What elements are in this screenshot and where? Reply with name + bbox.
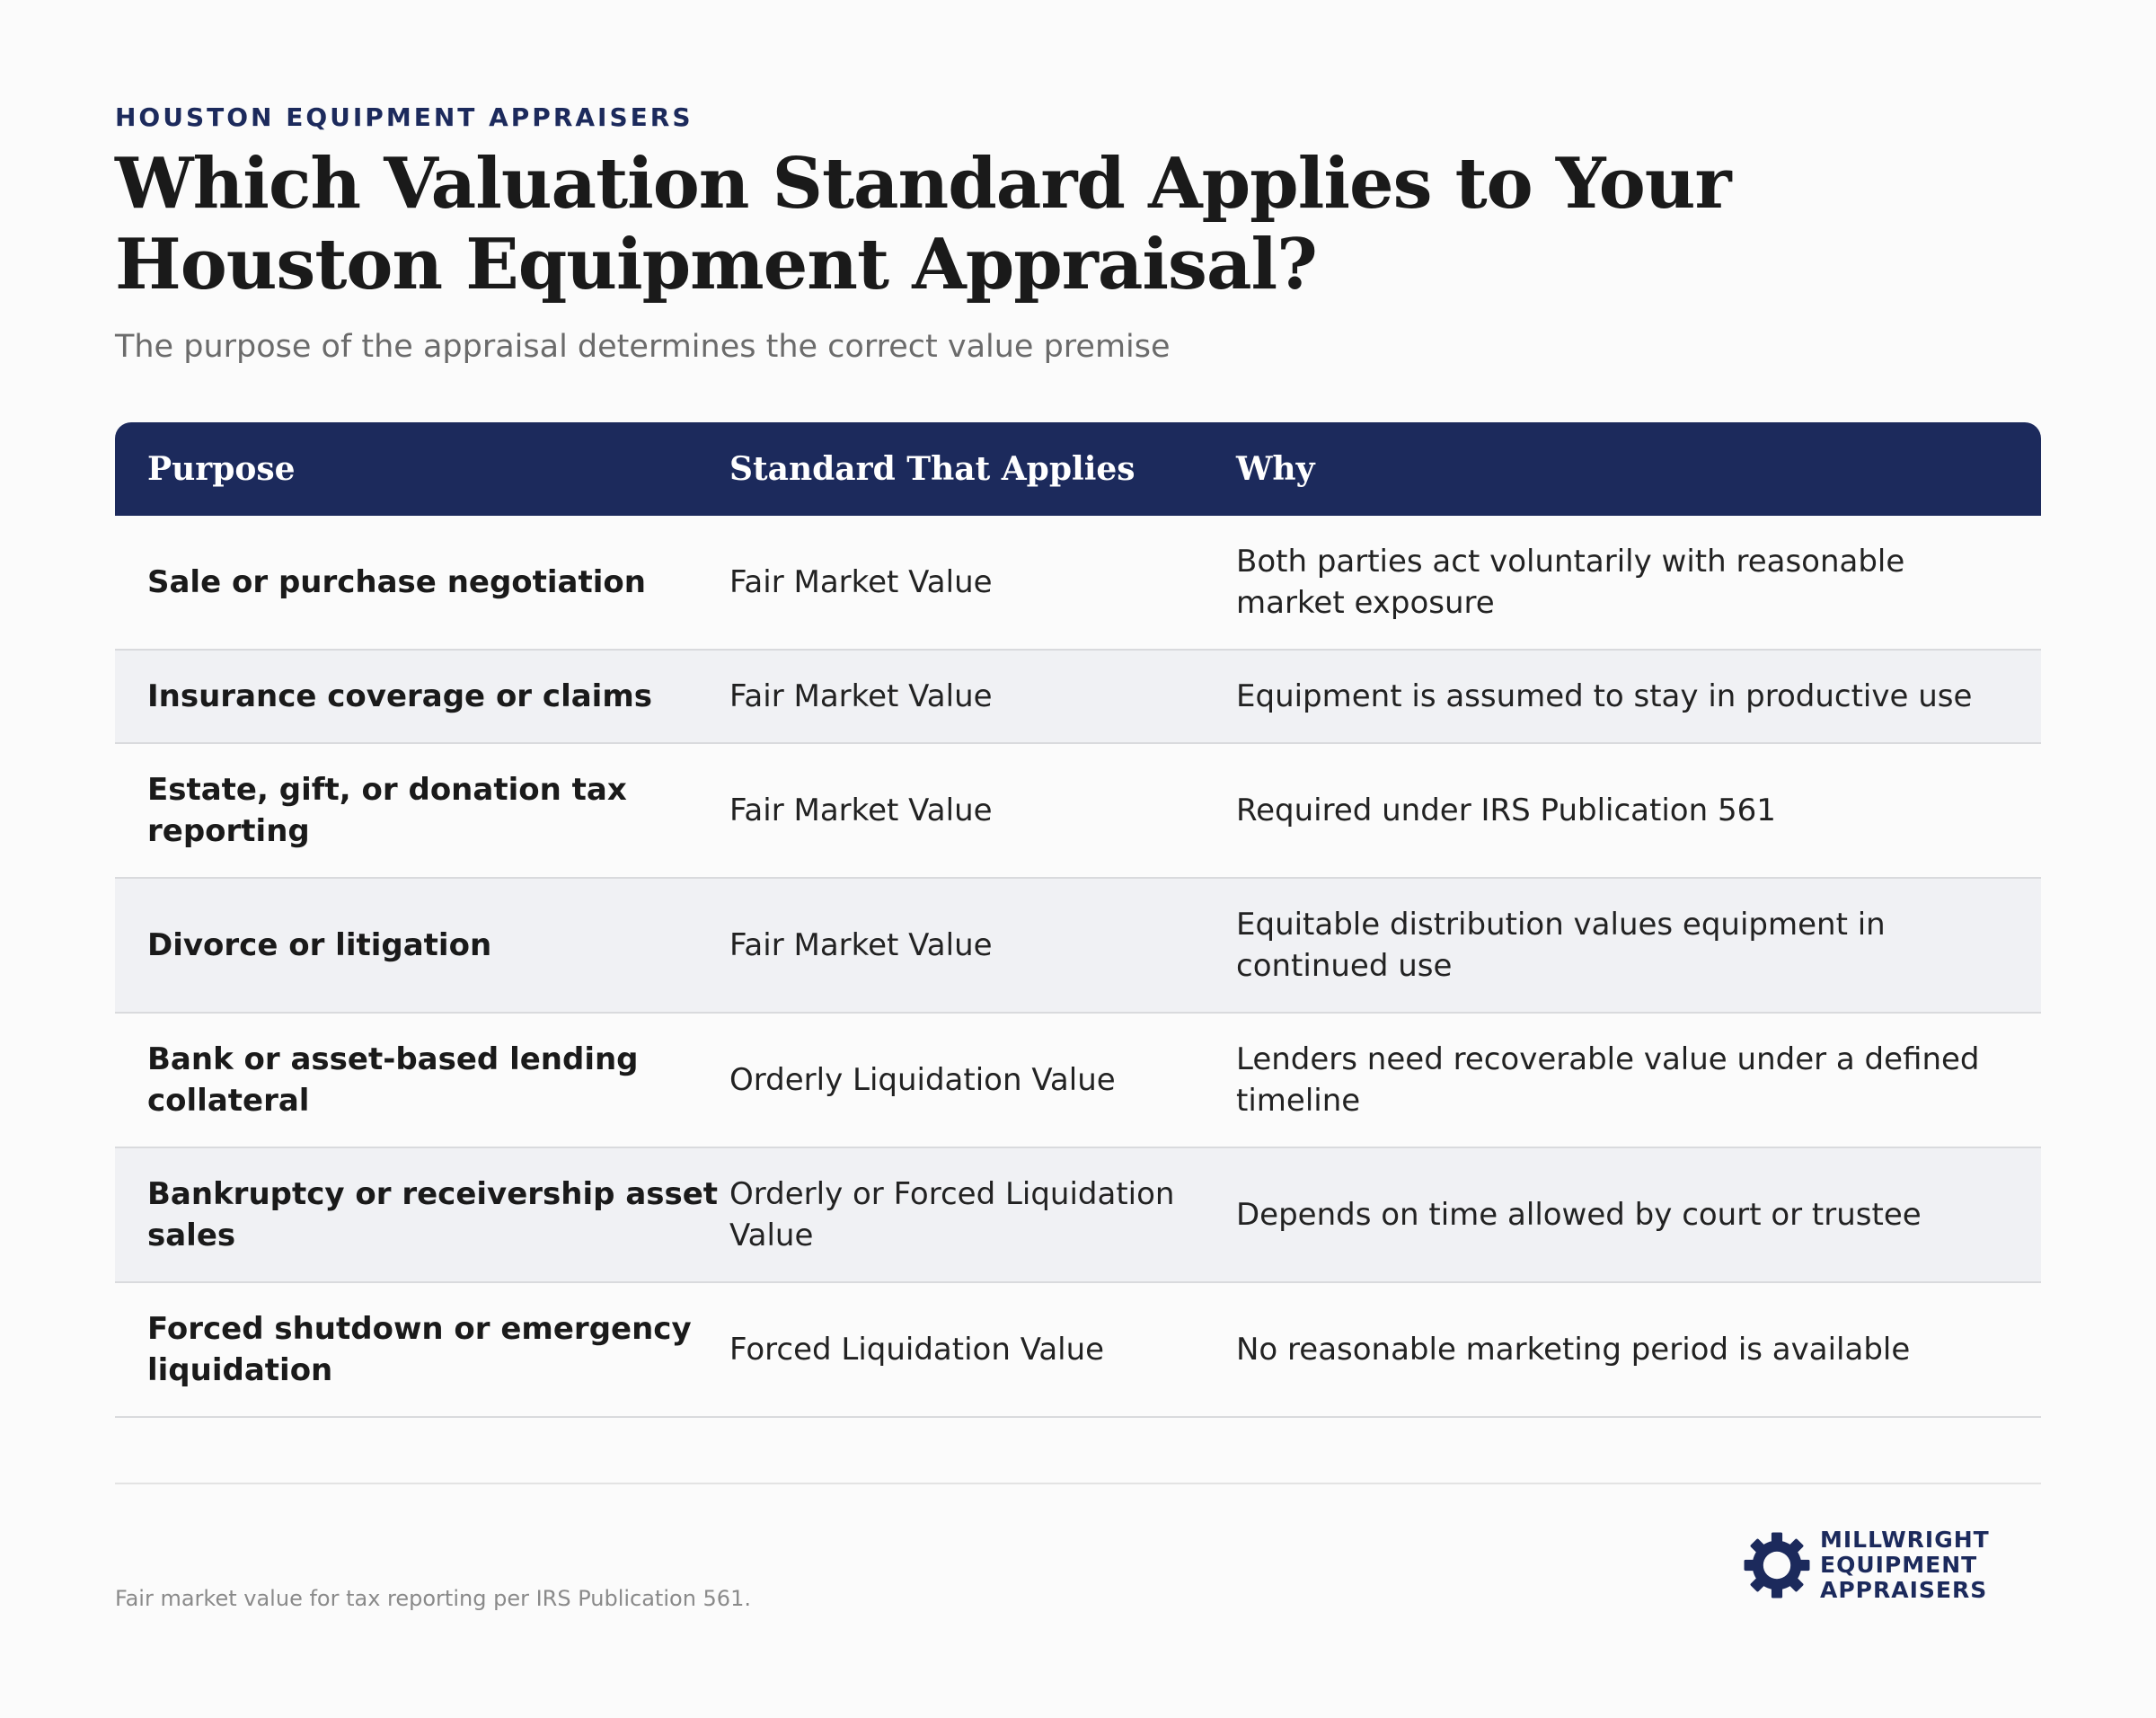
table-row: Bankruptcy or receivership asset sales O… [115,1148,2041,1283]
cell-why: Equipment is assumed to stay in producti… [1236,678,1973,714]
logo-wordmark: MILLWRIGHT EQUIPMENT APPRAISERS [1820,1528,1990,1603]
page-subtitle: The purpose of the appraisal determines … [115,329,1171,365]
table-row: Insurance coverage or claims Fair Market… [115,651,2041,744]
logo-line: EQUIPMENT [1820,1552,1978,1578]
table-row: Estate, gift, or donation tax reporting … [115,744,2041,879]
cell-purpose: Forced shutdown or emergency liquidation [147,1311,692,1388]
cell-why: Lenders need recoverable value under a d… [1236,1041,1980,1119]
eyebrow-label: HOUSTON EQUIPMENT APPRAISERS [115,102,694,132]
logo-line: APPRAISERS [1820,1577,1988,1603]
valuation-standards-table: Purpose Standard That Applies Why Sale o… [115,422,2041,1418]
cell-standard: Fair Market Value [729,564,993,600]
header-standard: Standard That Applies [729,450,1135,488]
cell-purpose: Estate, gift, or donation tax reporting [147,772,627,849]
cell-purpose: Insurance coverage or claims [147,678,652,714]
header-why: Why [1236,450,1315,488]
table-row: Bank or asset-based lending collateral O… [115,1014,2041,1148]
cell-purpose: Bank or asset-based lending collateral [147,1041,639,1119]
cell-why: Equitable distribution values equipment … [1236,907,1886,984]
cell-why: Both parties act voluntarily with reason… [1236,544,1905,621]
cell-why: No reasonable marketing period is availa… [1236,1332,1911,1368]
company-logo: MILLWRIGHT EQUIPMENT APPRAISERS [1743,1528,1990,1603]
cell-standard: Fair Market Value [729,793,993,828]
cell-why: Required under IRS Publication 561 [1236,793,1776,828]
cell-standard: Orderly Liquidation Value [729,1062,1116,1098]
footer-divider [115,1483,2041,1484]
table-header: Purpose Standard That Applies Why [115,422,2041,516]
cell-purpose: Bankruptcy or receivership asset sales [147,1176,719,1253]
page-title: Which Valuation Standard Applies to Your… [115,143,1732,306]
logo-line: MILLWRIGHT [1820,1527,1990,1553]
cell-standard: Fair Market Value [729,927,993,963]
cell-purpose: Sale or purchase negotiation [147,564,646,600]
cell-standard: Forced Liquidation Value [729,1332,1105,1368]
cell-standard: Orderly or Forced Liquidation Value [729,1176,1175,1253]
footnote: Fair market value for tax reporting per … [115,1586,751,1611]
cell-why: Depends on time allowed by court or trus… [1236,1197,1922,1233]
gear-icon [1744,1532,1810,1598]
table-row: Sale or purchase negotiation Fair Market… [115,516,2041,651]
table-row: Divorce or litigation Fair Market Value … [115,879,2041,1014]
cell-standard: Fair Market Value [729,678,993,714]
cell-purpose: Divorce or litigation [147,927,492,963]
header-purpose: Purpose [147,450,296,488]
table-row: Forced shutdown or emergency liquidation… [115,1283,2041,1418]
